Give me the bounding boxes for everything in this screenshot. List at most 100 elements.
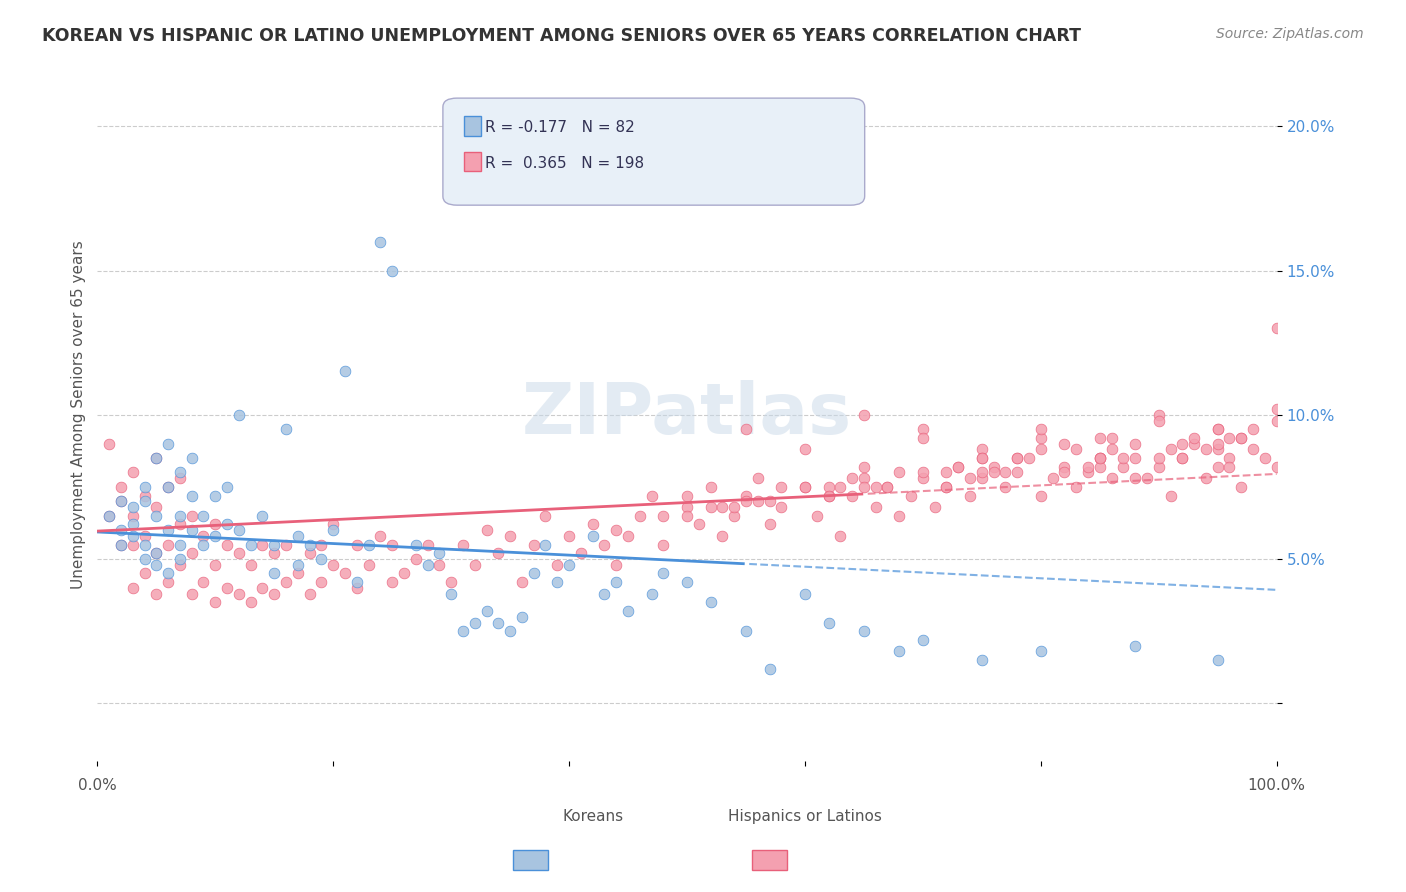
Point xyxy=(1160,489,1182,503)
Point xyxy=(1005,451,1028,466)
Point xyxy=(475,523,498,537)
Point xyxy=(1230,431,1253,445)
Point xyxy=(263,587,285,601)
Point xyxy=(652,538,675,552)
Point xyxy=(676,508,699,523)
Point xyxy=(1147,451,1170,466)
Point xyxy=(169,552,191,566)
Point xyxy=(617,529,640,543)
Point xyxy=(427,546,450,560)
Point xyxy=(145,587,167,601)
Point xyxy=(1123,639,1146,653)
Point xyxy=(180,508,202,523)
Point xyxy=(747,471,769,485)
Point xyxy=(322,523,344,537)
Point xyxy=(157,436,180,450)
Point xyxy=(758,517,780,532)
Point xyxy=(252,581,274,595)
Point xyxy=(370,529,392,543)
Point xyxy=(311,575,333,590)
Point xyxy=(134,552,156,566)
Point xyxy=(605,575,627,590)
Text: Source: ZipAtlas.com: Source: ZipAtlas.com xyxy=(1216,27,1364,41)
Point xyxy=(193,538,215,552)
Point xyxy=(1029,431,1052,445)
Point xyxy=(228,546,250,560)
Point xyxy=(357,538,380,552)
Point xyxy=(723,508,745,523)
Point xyxy=(440,587,463,601)
Point xyxy=(416,538,439,552)
Point xyxy=(852,624,875,639)
Point xyxy=(145,558,167,572)
Text: KOREAN VS HISPANIC OR LATINO UNEMPLOYMENT AMONG SENIORS OVER 65 YEARS CORRELATIO: KOREAN VS HISPANIC OR LATINO UNEMPLOYMEN… xyxy=(42,27,1081,45)
Point xyxy=(1265,402,1288,417)
Point xyxy=(486,546,509,560)
Point xyxy=(311,538,333,552)
Point xyxy=(1088,431,1111,445)
Point xyxy=(169,508,191,523)
Point xyxy=(1123,436,1146,450)
Point xyxy=(121,508,143,523)
Point xyxy=(169,471,191,485)
Y-axis label: Unemployment Among Seniors over 65 years: Unemployment Among Seniors over 65 years xyxy=(72,241,86,589)
Point xyxy=(676,489,699,503)
Point xyxy=(1123,451,1146,466)
Point xyxy=(204,517,226,532)
Point xyxy=(228,523,250,537)
Point xyxy=(1182,431,1205,445)
Point xyxy=(1101,471,1123,485)
Text: R = -0.177   N = 82: R = -0.177 N = 82 xyxy=(485,120,636,136)
Point xyxy=(1230,480,1253,494)
Point xyxy=(287,529,309,543)
Point xyxy=(1029,489,1052,503)
Point xyxy=(817,489,839,503)
Point xyxy=(134,538,156,552)
Point xyxy=(970,471,993,485)
Point xyxy=(534,508,557,523)
Point xyxy=(1147,413,1170,427)
Point xyxy=(1088,451,1111,466)
Point xyxy=(970,451,993,466)
Point xyxy=(274,422,297,436)
Point xyxy=(357,558,380,572)
Point xyxy=(1053,436,1076,450)
Point xyxy=(263,566,285,581)
Point xyxy=(298,587,321,601)
Point xyxy=(900,489,922,503)
Point xyxy=(180,523,202,537)
Point xyxy=(1136,471,1159,485)
Point xyxy=(98,436,121,450)
Point xyxy=(145,500,167,515)
Point xyxy=(1218,451,1240,466)
Point xyxy=(217,517,239,532)
Point xyxy=(110,538,132,552)
Point xyxy=(180,587,202,601)
Point xyxy=(1254,451,1277,466)
Point xyxy=(217,538,239,552)
Point xyxy=(510,609,533,624)
Point xyxy=(180,489,202,503)
Point xyxy=(959,489,981,503)
Point xyxy=(830,529,852,543)
Point xyxy=(1195,471,1218,485)
Point xyxy=(970,653,993,667)
Point xyxy=(994,466,1017,480)
Point xyxy=(134,489,156,503)
Point xyxy=(593,587,616,601)
Point xyxy=(1206,442,1229,457)
Point xyxy=(1064,442,1087,457)
Point xyxy=(983,466,1005,480)
Point xyxy=(676,575,699,590)
Point xyxy=(180,451,202,466)
Point xyxy=(134,480,156,494)
Point xyxy=(98,508,121,523)
Point xyxy=(121,538,143,552)
Point xyxy=(794,442,817,457)
Point xyxy=(711,500,734,515)
Point xyxy=(1053,466,1076,480)
Point xyxy=(193,529,215,543)
Text: 100.0%: 100.0% xyxy=(1247,778,1306,793)
Point xyxy=(157,566,180,581)
Point xyxy=(865,480,887,494)
